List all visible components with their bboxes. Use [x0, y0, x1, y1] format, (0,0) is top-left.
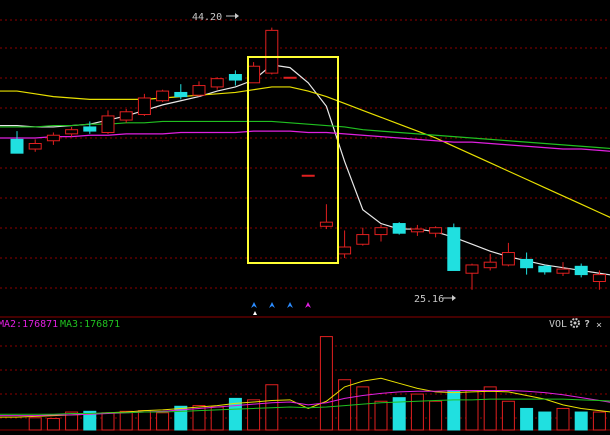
volume-bar [119, 410, 133, 431]
candle-body [338, 246, 352, 255]
ma-line-4 [0, 130, 610, 153]
volume-bar [501, 400, 515, 431]
volume-bar [538, 411, 552, 431]
low-arrowhead [452, 295, 456, 301]
gear-icon[interactable] [570, 318, 580, 328]
volume-bar [319, 336, 333, 431]
candle-body [46, 134, 60, 142]
signal-point [253, 311, 257, 315]
candle-body [28, 143, 42, 150]
volume-bar [174, 405, 188, 431]
volume-bar [520, 407, 534, 431]
volume-bar [429, 400, 443, 431]
volume-bars [28, 336, 606, 431]
volume-ma-line-2 [0, 389, 610, 417]
volume-bar [83, 410, 97, 431]
candle-body [538, 265, 552, 273]
candle-body [356, 234, 370, 245]
volume-bar [465, 389, 479, 431]
candle-body [228, 74, 242, 81]
candle-body [592, 274, 606, 283]
signal-markers [251, 302, 311, 315]
volume-bar [483, 386, 497, 431]
candle-body [119, 111, 133, 121]
candle-body [247, 65, 261, 84]
candle-body [483, 261, 497, 269]
candle-body [520, 258, 534, 269]
candle-body [319, 221, 333, 227]
volume-panel [0, 336, 610, 431]
volume-bar [137, 410, 151, 431]
volume-bar [156, 412, 170, 431]
signal-arrow [251, 302, 257, 308]
candle-body [101, 115, 115, 133]
help-button[interactable]: ? [584, 319, 590, 330]
volume-toolbar: ? × [570, 318, 602, 331]
candle-body [174, 91, 188, 98]
candle-body [574, 265, 588, 276]
candle-body [410, 228, 424, 233]
price-grid [0, 19, 610, 289]
candle-body [447, 227, 461, 271]
volume-ma-line-3 [0, 398, 610, 415]
close-button[interactable]: × [596, 320, 602, 331]
volume-bar [574, 411, 588, 431]
highlight-box [247, 56, 339, 264]
volume-bar [447, 389, 461, 431]
candle-body [374, 227, 388, 236]
volume-bar [46, 418, 60, 431]
volume-bar [556, 407, 570, 431]
candle-body [65, 129, 79, 135]
candle-body [210, 78, 224, 88]
candle-body [192, 85, 206, 96]
candle-body [556, 268, 570, 274]
low-price-label: 25.16 [414, 294, 444, 305]
price-panel: 44.20 25.16 [0, 12, 610, 305]
volume-bar [28, 417, 42, 431]
vol-ma3-label: MA3:176871 [60, 319, 120, 330]
low-annotation: 25.16 [414, 294, 456, 305]
candle-body [83, 126, 97, 132]
volume-legend: MA2:176871 MA3:176871 VOL [0, 319, 567, 330]
vol-ma2-label: MA2:176871 [0, 319, 58, 330]
candle-body [265, 29, 279, 74]
volume-bar [101, 412, 115, 431]
candle-body [301, 174, 315, 177]
volume-ma-lines [0, 377, 610, 418]
candle-body [156, 90, 170, 102]
volume-bar [247, 399, 261, 431]
vol-indicator-label: VOL [549, 319, 567, 330]
volume-bar [356, 386, 370, 431]
candle-body [392, 223, 406, 234]
candle-body [283, 76, 297, 79]
candle-body [429, 227, 443, 234]
candles [10, 27, 606, 290]
volume-bar [65, 411, 79, 431]
volume-bar [592, 411, 606, 431]
ma-line-2 [0, 86, 610, 222]
high-annotation: 44.20 [192, 12, 239, 23]
candle-body [10, 138, 24, 154]
signal-arrow [287, 302, 293, 308]
high-price-label: 44.20 [192, 12, 222, 23]
candle-body [137, 97, 151, 116]
volume-bar [374, 400, 388, 431]
volume-bar [392, 397, 406, 431]
high-arrowhead [235, 13, 239, 19]
signal-arrow [305, 302, 311, 308]
candle-body [465, 264, 479, 274]
candle-body [501, 252, 515, 266]
volume-bar [410, 393, 424, 431]
volume-bar [192, 405, 206, 431]
signal-arrow [269, 302, 275, 308]
